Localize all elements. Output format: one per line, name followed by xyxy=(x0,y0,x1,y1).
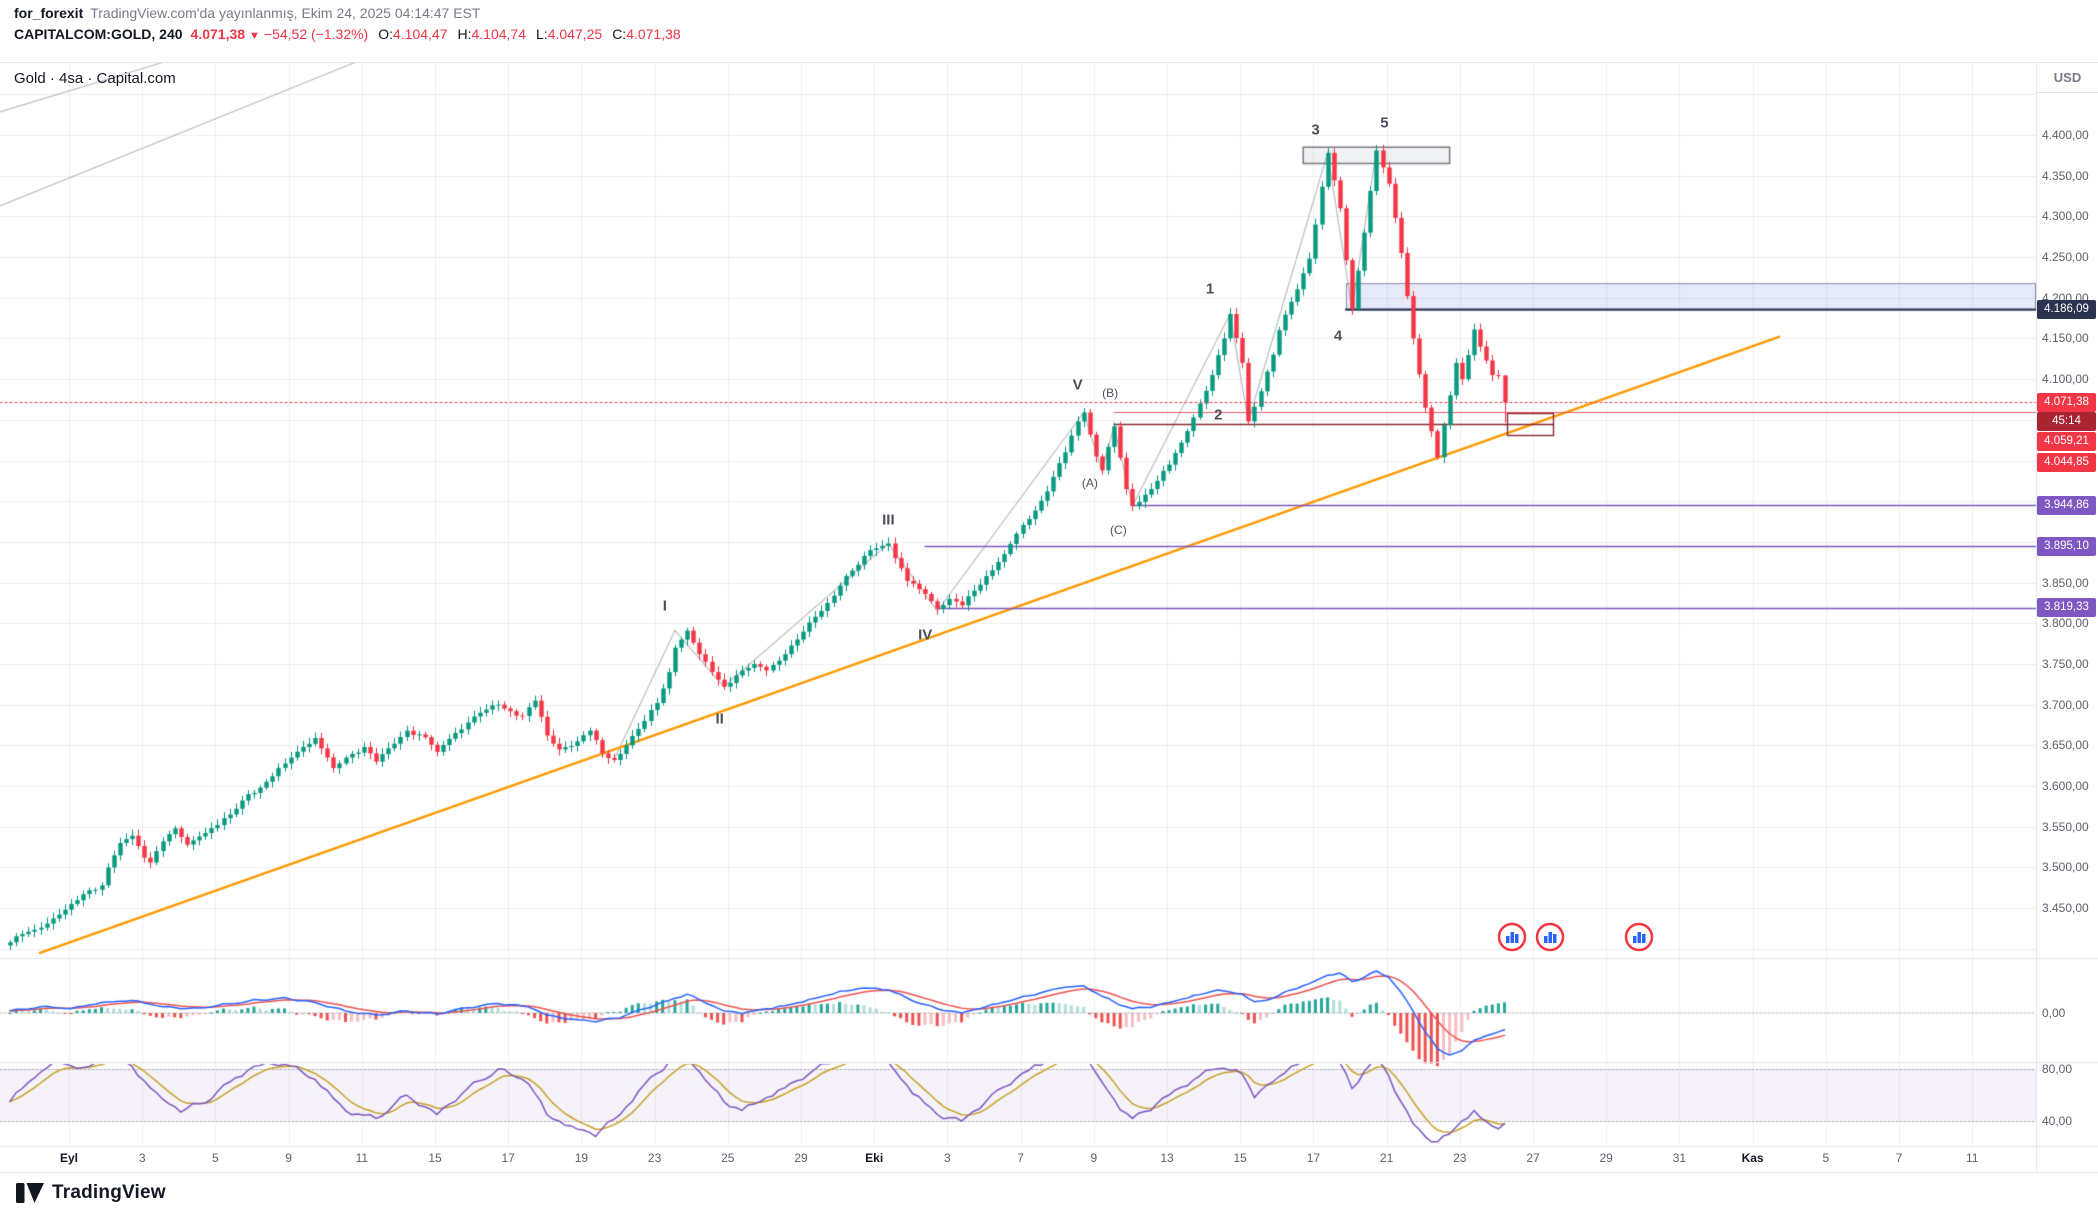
elliott-wave-label[interactable]: 1 xyxy=(1205,280,1215,298)
price-tick-label: 4.350,00 xyxy=(2042,168,2089,183)
date-tick-label: 23 xyxy=(647,1151,662,1165)
date-tick-label: Eyl xyxy=(59,1151,79,1165)
date-tick-label: 15 xyxy=(1233,1151,1247,1165)
price-tick-label: 4.100,00 xyxy=(2042,372,2089,387)
price-tick-label: 4.150,00 xyxy=(2042,331,2089,346)
indicator-axis-label: 0,00 xyxy=(2042,1006,2066,1020)
elliott-wave-label[interactable]: 4 xyxy=(1333,327,1343,345)
tradingview-logo[interactable]: TradingView xyxy=(16,1181,166,1205)
price-tick-label: 3.450,00 xyxy=(2042,901,2089,916)
date-tick-label: 9 xyxy=(1090,1151,1098,1165)
price-tag: 3.819,33 xyxy=(2037,597,2096,617)
price-tag: 3.944,86 xyxy=(2037,495,2096,515)
date-tick-label: 7 xyxy=(1895,1151,1903,1165)
price-tick-label: 3.600,00 xyxy=(2042,779,2089,794)
price-tag: 4.044,85 xyxy=(2037,452,2096,472)
date-tick-label: 17 xyxy=(501,1151,515,1165)
date-tick-label: 17 xyxy=(1306,1151,1321,1165)
symbol-line: CAPITALCOM:GOLD, 240 4.071,38 ▼ −54,52 (−1.… xyxy=(14,26,2098,42)
publish-line: for_forexit TradingView.com'da yayınlanmı… xyxy=(14,5,2098,21)
date-tick-label: Eki xyxy=(865,1151,884,1165)
date-tick-label: 29 xyxy=(1599,1151,1613,1165)
price-tick-label: 3.700,00 xyxy=(2042,697,2089,712)
date-tick-label: 11 xyxy=(355,1151,369,1165)
price-tick-label: 3.850,00 xyxy=(2042,575,2089,590)
indicator-axis-label: 40,00 xyxy=(2042,1114,2073,1128)
price-tick-label: 4.400,00 xyxy=(2042,128,2089,142)
down-arrow-icon: ▼ xyxy=(249,30,260,42)
elliott-wave-label[interactable]: (B) xyxy=(1102,386,1119,401)
price-change: −54,52 (−1.32%) xyxy=(263,26,369,42)
date-tick-label: 25 xyxy=(721,1151,735,1165)
chart-emoji-marker[interactable] xyxy=(1623,921,1655,953)
price-tick-label: 3.750,00 xyxy=(2042,656,2089,671)
date-tick-label: 7 xyxy=(1017,1151,1024,1165)
price-tick-label: 3.650,00 xyxy=(2042,738,2089,753)
price-tag: 3.895,10 xyxy=(2037,536,2096,556)
high-value: H:4.104,74 xyxy=(457,26,527,42)
elliott-wave-label[interactable]: V xyxy=(1072,376,1083,393)
publish-info: TradingView.com'da yayınlanmış, Ekim 24,… xyxy=(90,5,481,21)
price-tag: 45:14 xyxy=(2037,411,2096,431)
elliott-wave-label[interactable]: 2 xyxy=(1214,406,1223,424)
price-tick-label: 3.800,00 xyxy=(2042,616,2089,631)
date-tick-label: 31 xyxy=(1672,1151,1687,1165)
price-tick-label: 3.550,00 xyxy=(2042,819,2089,834)
low-value: L:4.047,25 xyxy=(536,26,603,42)
elliott-wave-label[interactable]: 3 xyxy=(1311,121,1320,139)
price-tag: 4.186,09 xyxy=(2037,299,2096,319)
close-value: C:4.071,38 xyxy=(612,26,681,42)
last-price: 4.071,38 xyxy=(190,26,246,42)
date-tick-label: 5 xyxy=(1822,1151,1830,1165)
price-tag: 4.059,21 xyxy=(2037,431,2096,451)
chart-legend[interactable]: Gold · 4sa · Capital.com xyxy=(14,70,176,87)
date-tick-label: 15 xyxy=(428,1151,442,1165)
date-tick-label: 27 xyxy=(1526,1151,1540,1165)
date-tick-label: 3 xyxy=(944,1151,951,1165)
price-tag: 4.071,38 xyxy=(2037,392,2096,412)
date-tick-label: 19 xyxy=(574,1151,589,1165)
elliott-wave-label[interactable]: III xyxy=(882,511,895,529)
elliott-wave-label[interactable]: (C) xyxy=(1110,523,1127,538)
elliott-wave-label[interactable]: (A) xyxy=(1081,476,1098,491)
date-tick-label: 11 xyxy=(1965,1151,1979,1165)
elliott-wave-label[interactable]: IV xyxy=(918,626,933,644)
date-tick-label: 23 xyxy=(1453,1151,1467,1165)
elliott-wave-label[interactable]: I xyxy=(662,597,667,615)
symbol-title[interactable]: CAPITALCOM:GOLD, 240 xyxy=(14,26,183,42)
date-tick-label: 13 xyxy=(1160,1151,1174,1165)
price-tick-label: 4.300,00 xyxy=(2042,209,2089,224)
tradingview-logo-text: TradingView xyxy=(52,1182,166,1203)
indicator-axis-label: 80,00 xyxy=(2042,1062,2073,1076)
date-tick-label: 29 xyxy=(794,1151,808,1165)
chart-emoji-marker[interactable] xyxy=(1534,921,1566,953)
date-tick-label: Kas xyxy=(1741,1151,1764,1165)
date-tick-label: 5 xyxy=(212,1151,219,1165)
price-tick-label: 4.250,00 xyxy=(2042,250,2089,265)
publisher-name[interactable]: for_forexit xyxy=(14,5,84,21)
open-value: O:4.104,47 xyxy=(378,26,448,42)
price-tick-label: 3.500,00 xyxy=(2042,860,2089,875)
elliott-wave-label[interactable]: 5 xyxy=(1380,114,1389,132)
tradingview-logo-icon xyxy=(16,1183,44,1203)
header: for_forexit TradingView.com'da yayınlanmı… xyxy=(0,0,2098,62)
date-tick-label: 3 xyxy=(138,1151,146,1165)
chart-emoji-marker[interactable] xyxy=(1496,921,1528,953)
date-tick-label: 21 xyxy=(1379,1151,1394,1165)
elliott-wave-label[interactable]: II xyxy=(715,710,724,728)
date-tick-label: 9 xyxy=(285,1151,292,1165)
currency-label[interactable]: USD xyxy=(2037,63,2098,93)
